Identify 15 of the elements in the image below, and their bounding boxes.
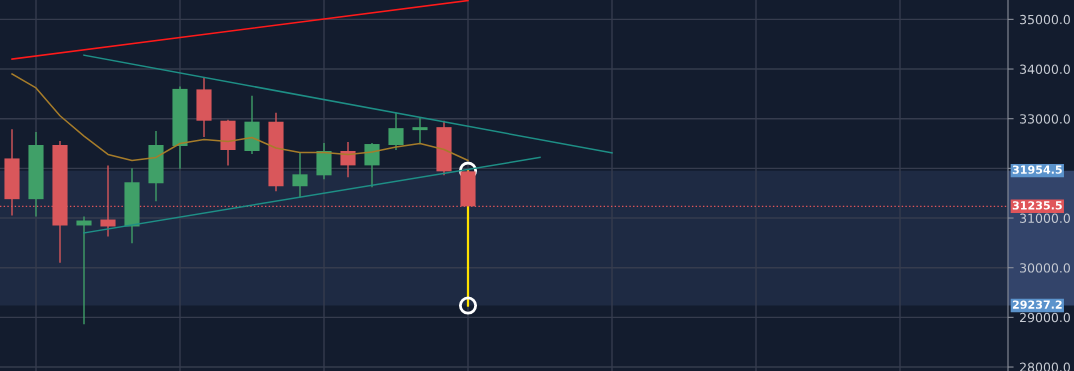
- y-tick-label: 35000.0: [1020, 14, 1070, 25]
- candlestick: [292, 152, 308, 198]
- text: 29237.2: [1012, 300, 1062, 309]
- candlestick: [340, 141, 356, 179]
- y-tick-label: 33000.0: [1020, 114, 1070, 124]
- y-tick-label: 31000.0: [1020, 213, 1070, 223]
- candlestick: [388, 112, 404, 151]
- ref-line-label: 31235.5: [1012, 201, 1062, 210]
- y-tick-label: 34000.0: [1020, 64, 1070, 74]
- y-tick-label: 30000.0: [1020, 263, 1070, 273]
- text: 31954.5: [1012, 165, 1062, 174]
- y-tick-label: 28000.0: [1020, 362, 1070, 371]
- y-tick-label: 29000.0: [1020, 312, 1070, 323]
- candlestick: [412, 117, 428, 145]
- candlestick: [364, 142, 380, 188]
